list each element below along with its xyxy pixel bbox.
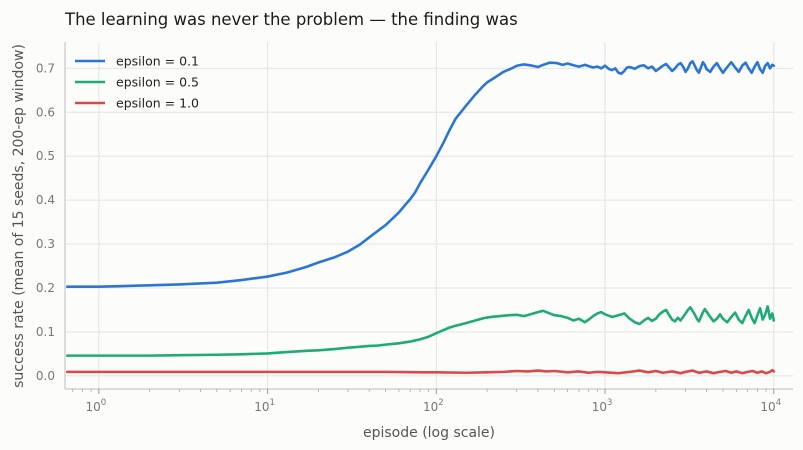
x-tick-label: 103 [592,398,613,414]
x-tick-label: 104 [760,398,781,414]
y-tick-label: 0.6 [36,105,55,119]
x-tick-label: 100 [86,398,107,414]
series-line-1 [65,305,776,357]
y-axis-label: success rate (mean of 15 seeds, 200-ep w… [11,44,27,388]
y-tick-label: 0.5 [36,149,55,163]
legend-label: epsilon = 0.1 [116,54,199,69]
y-tick-label: 0.4 [36,193,55,207]
legend: epsilon = 0.1 epsilon = 0.5 epsilon = 1.0 [75,54,199,111]
series-line-0 [65,60,776,288]
x-tick-label: 102 [423,398,444,414]
series-lines [65,60,776,375]
series-line-2 [65,368,776,375]
y-tick-label: 0.2 [36,281,55,295]
x-tick-label: 101 [254,398,275,414]
y-tick-label: 0.1 [36,325,55,339]
legend-label: epsilon = 1.0 [116,96,199,111]
x-axis-label: episode (log scale) [363,425,495,441]
y-tick-label: 0.7 [36,61,55,75]
chart-title: The learning was never the problem — the… [64,10,518,29]
axes [64,42,793,394]
y-tick-label: 0.3 [36,237,55,251]
tick-labels: 0.0 0.1 0.2 0.3 0.4 0.5 0.6 0.7 100 101 102 103 104 [36,61,781,414]
legend-label: epsilon = 0.5 [116,75,199,90]
grid [65,42,793,389]
y-tick-label: 0.0 [36,369,55,383]
